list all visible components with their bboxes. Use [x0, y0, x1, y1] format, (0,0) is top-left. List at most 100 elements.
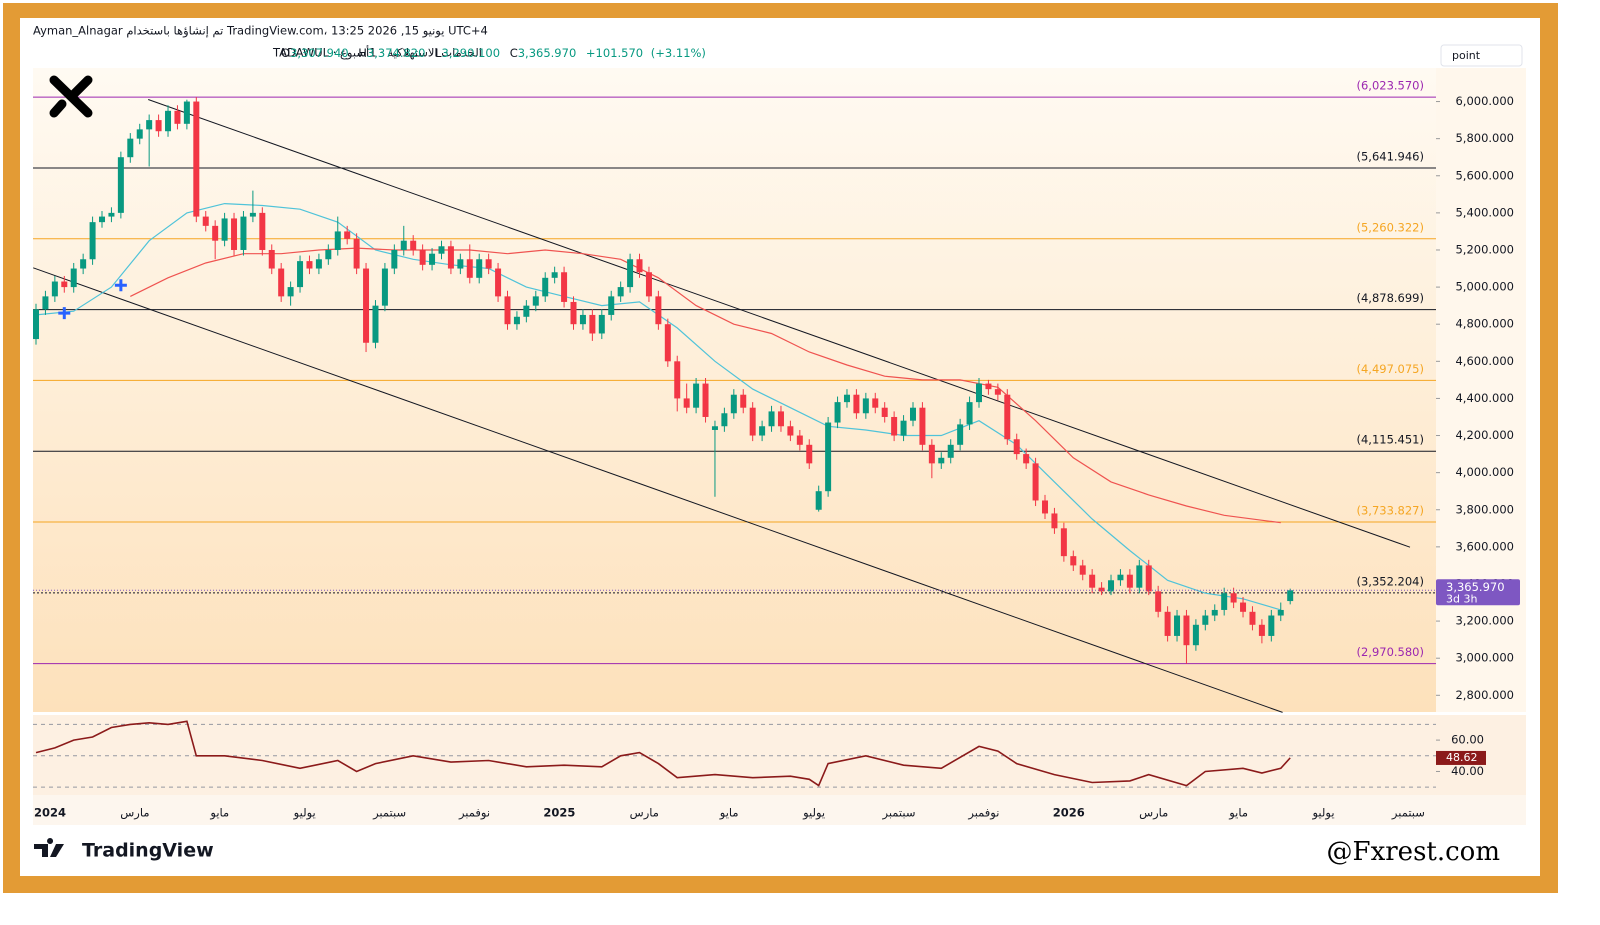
candle-body	[1126, 574, 1133, 588]
candle-body	[325, 249, 332, 260]
candle-body	[495, 268, 502, 297]
candle-body	[561, 272, 568, 302]
x-tick-label: سبتمبر	[372, 806, 406, 821]
candle-body	[306, 261, 313, 269]
candle-body	[33, 309, 39, 340]
y-tick-label: 3,000.000	[1455, 651, 1514, 665]
candle-body	[664, 324, 671, 362]
brand-name: TradingView	[82, 840, 214, 862]
scale-button[interactable]	[1440, 44, 1523, 67]
brand: TradingView	[34, 838, 214, 862]
candle-body	[976, 383, 982, 403]
level-label: (2,970.580)	[1356, 645, 1424, 659]
candle-body	[513, 316, 520, 325]
price-pane	[33, 68, 1436, 712]
candle-body	[108, 212, 115, 217]
candle-body	[985, 383, 992, 390]
candle-body	[957, 424, 964, 445]
candle-body	[117, 157, 124, 213]
rsi-tick-label: 40.00	[1451, 764, 1484, 778]
candle-body	[202, 216, 209, 226]
y-tick-label: 6,000.000	[1455, 94, 1514, 108]
time-axis-pane	[33, 795, 1526, 825]
brand-icon	[34, 838, 64, 857]
candle-body	[1098, 587, 1105, 592]
candle-body	[740, 394, 747, 408]
header-line: Ayman_Alnagar تم إنشاؤها باستخدام Tradin…	[33, 24, 488, 39]
y-tick-label: 4,800.000	[1455, 317, 1514, 331]
candle-body	[787, 426, 794, 436]
rsi-tag	[1436, 750, 1486, 765]
candle-body	[589, 314, 596, 334]
candle-body	[674, 361, 681, 399]
candle-body	[127, 138, 134, 158]
candle-body	[183, 101, 190, 124]
candle-body	[730, 394, 737, 414]
x-tick-label: مارس	[630, 806, 659, 821]
candle-body	[80, 259, 87, 269]
candle-body	[372, 305, 379, 343]
candle-body	[796, 435, 803, 445]
candle-body	[1013, 439, 1020, 455]
candle-body	[287, 287, 294, 297]
candle-body	[419, 249, 426, 265]
level-label: (5,641.946)	[1356, 149, 1424, 163]
scale-button-label[interactable]: point	[1452, 49, 1481, 62]
candle-body	[504, 296, 511, 325]
logo	[49, 75, 93, 118]
candle-body	[1004, 394, 1011, 440]
ohlc-key: H	[358, 46, 367, 60]
candle-body	[872, 398, 879, 408]
y-tick-label: 2,800.000	[1455, 688, 1514, 702]
candle-body	[1287, 590, 1294, 602]
ohlc-value: 3,374.820	[367, 46, 426, 60]
candle-body	[1164, 611, 1171, 636]
trendline	[148, 99, 1411, 548]
candle-body	[532, 296, 539, 306]
candle-body	[928, 444, 935, 464]
symbol: الخدمات الاستهلاكية · 1أسبوع · TADAWUL	[272, 45, 482, 61]
rsi-pane	[33, 715, 1526, 795]
rsi-tick-label: 60.00	[1451, 733, 1484, 747]
level-label: (4,497.075)	[1356, 362, 1424, 376]
x-tick-label: سبتمبر	[881, 806, 915, 821]
candle-body	[1258, 624, 1265, 636]
candle-body	[1221, 593, 1228, 610]
candle-body	[947, 444, 954, 458]
candle-body	[410, 240, 417, 250]
y-tick-label: 5,200.000	[1455, 242, 1514, 256]
candle-body	[146, 120, 153, 130]
ohlc-key: C	[510, 46, 518, 60]
candle-body	[881, 407, 888, 417]
countdown: 3d 3h	[1446, 592, 1477, 605]
candle-body	[825, 422, 832, 492]
plot: 2,800.0003,000.0003,200.0003,400.0003,60…	[33, 79, 1520, 821]
candle-body	[429, 253, 436, 265]
candle-body	[268, 249, 275, 269]
candle-body	[636, 259, 643, 273]
level-label: (3,352.204)	[1356, 574, 1424, 588]
x-tick-label: 2024	[34, 806, 66, 820]
rsi-line	[35, 720, 1291, 787]
candle-body	[231, 218, 238, 250]
candle-body	[570, 301, 577, 325]
x-tick-label: مارس	[1139, 806, 1168, 821]
candle-body	[221, 218, 228, 241]
candle-body	[862, 398, 869, 414]
x-tick-label: سبتمبر	[1391, 806, 1425, 821]
candle-body	[627, 259, 634, 288]
candle-body	[1249, 611, 1256, 625]
candle-body	[891, 416, 898, 436]
candle-body	[1240, 602, 1247, 612]
ohlc-value: 3,365.970	[518, 46, 577, 60]
y-tick-label: 3,800.000	[1455, 502, 1514, 516]
candle-body	[155, 120, 162, 132]
last-price-label: 3,365.970	[1446, 580, 1505, 594]
candle-body	[1060, 528, 1067, 557]
candle-body	[259, 212, 266, 250]
x-tick-label: 2025	[543, 806, 575, 820]
candle-body	[344, 231, 351, 239]
candle-body	[843, 394, 850, 403]
